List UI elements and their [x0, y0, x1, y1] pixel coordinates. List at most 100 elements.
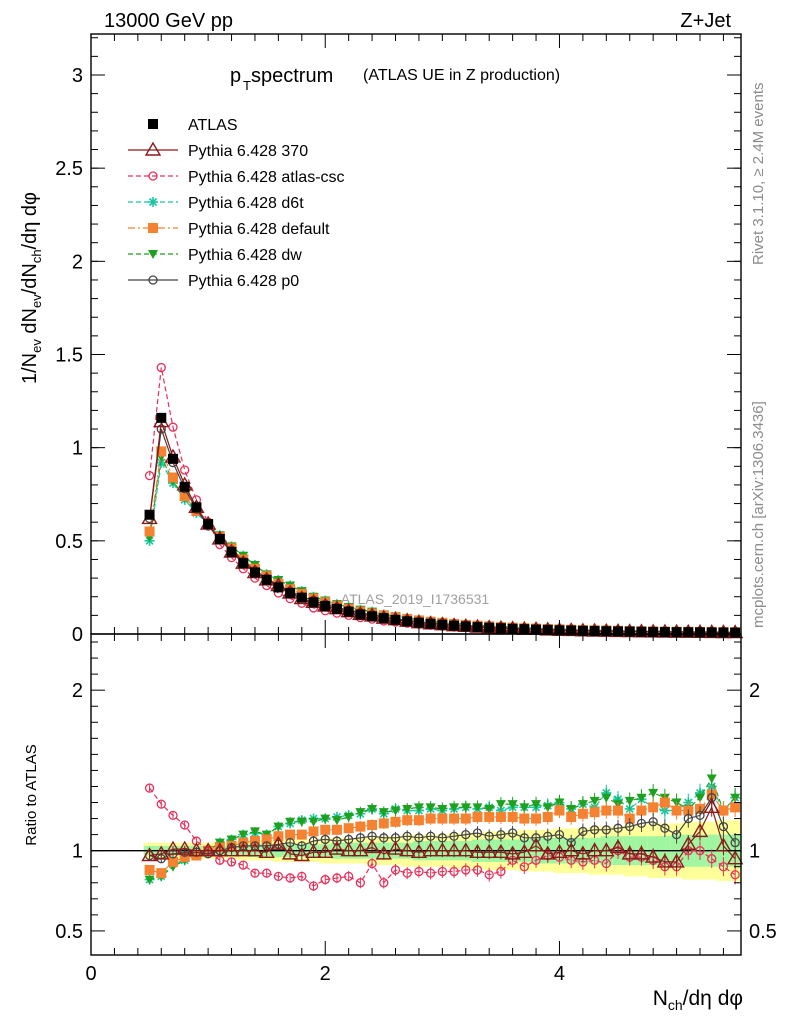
legend-entry-pythia-6-428-p0: Pythia 6.428 p0	[128, 273, 299, 290]
point-pythia-6-428-default	[355, 821, 366, 832]
ratio-frame	[90, 633, 742, 956]
point-atlas	[343, 606, 354, 617]
legend-label: Pythia 6.428 dw	[188, 247, 302, 264]
legend-label: ATLAS	[188, 117, 238, 134]
point-pythia-6-428-dw	[144, 875, 155, 885]
svg-text:p: p	[230, 65, 241, 87]
legend-marker	[144, 141, 162, 156]
point-pythia-6-428-default	[144, 864, 155, 875]
point-pythia-6-428-atlas-csc	[156, 799, 166, 809]
point-pythia-6-428-default	[659, 797, 670, 808]
point-pythia-6-428-default	[472, 811, 483, 822]
point-pythia-6-428-p0	[461, 829, 471, 840]
point-atlas	[296, 592, 307, 603]
point-pythia-6-428-dw	[460, 803, 471, 813]
main-ytick-label: 0	[72, 624, 83, 646]
point-pythia-6-428-370	[387, 840, 404, 855]
point-pythia-6-428-default	[249, 836, 260, 847]
point-pythia-6-428-atlas-csc	[180, 820, 190, 830]
point-pythia-6-428-370	[574, 845, 592, 860]
point-atlas	[495, 623, 506, 634]
point-pythia-6-428-dw	[495, 800, 506, 810]
point-atlas	[308, 597, 319, 608]
main-ytick-label: 1.5	[55, 344, 83, 366]
point-pythia-6-428-370	[726, 850, 744, 865]
point-pythia-6-428-p0	[660, 823, 670, 833]
point-pythia-6-428-default	[179, 852, 190, 863]
point-pythia-6-428-dw	[601, 793, 612, 803]
point-atlas	[589, 626, 600, 637]
point-atlas	[355, 609, 366, 620]
point-pythia-6-428-atlas-csc	[402, 868, 412, 878]
point-pythia-6-428-370	[644, 848, 662, 863]
point-pythia-6-428-default	[589, 807, 600, 818]
main-ytick-label: 3	[72, 65, 83, 87]
point-pythia-6-428-default	[636, 805, 647, 816]
point-pythia-6-428-d6t	[156, 457, 167, 468]
point-atlas	[285, 588, 296, 599]
point-atlas	[659, 627, 670, 638]
legend: ATLAS Pythia 6.428 370 Pythia 6.428 atlas-…	[128, 117, 345, 290]
point-pythia-6-428-370	[363, 839, 381, 854]
legend-marker	[148, 250, 158, 259]
point-atlas	[226, 547, 237, 558]
legend-entry-pythia-6-428-d6t: Pythia 6.428 d6t	[128, 195, 304, 212]
point-pythia-6-428-370	[153, 845, 170, 860]
point-pythia-6-428-dw	[519, 803, 530, 813]
point-pythia-6-428-p0	[414, 833, 424, 843]
point-pythia-6-428-dw	[343, 812, 354, 822]
point-pythia-6-428-atlas-csc	[297, 871, 307, 882]
point-pythia-6-428-p0	[613, 823, 623, 833]
point-pythia-6-428-p0	[543, 831, 553, 841]
ratio-series-group	[141, 769, 744, 891]
point-pythia-6-428-atlas-csc	[355, 878, 366, 888]
point-pythia-6-428-dw	[648, 788, 659, 798]
point-pythia-6-428-370	[223, 842, 240, 857]
point-pythia-6-428-p0	[519, 833, 529, 843]
point-pythia-6-428-370	[211, 842, 229, 857]
point-atlas	[683, 627, 694, 638]
svg-text:1/Nev dNev/dNch/dη dφ: 1/Nev dNev/dNch/dη dφ	[19, 192, 44, 384]
legend-marker	[148, 223, 158, 233]
point-pythia-6-428-atlas-csc	[379, 878, 389, 888]
point-pythia-6-428-dw	[542, 803, 553, 813]
point-pythia-6-428-370	[492, 843, 510, 858]
point-pythia-6-428-370	[199, 842, 217, 857]
point-pythia-6-428-dw	[238, 830, 249, 840]
point-atlas	[331, 603, 342, 614]
point-atlas	[519, 624, 530, 635]
point-pythia-6-428-370	[527, 837, 545, 852]
point-atlas	[191, 502, 202, 513]
point-pythia-6-428-default	[554, 805, 565, 816]
point-atlas	[472, 622, 483, 633]
ratio-ytick-label: 2	[72, 680, 83, 702]
legend-entry-pythia-6-428-370: Pythia 6.428 370	[128, 141, 308, 160]
plot-subtitle: (ATLAS UE in Z production)	[363, 67, 560, 84]
main-ytick-label: 2	[72, 251, 83, 273]
x-axis-label: Nch/dη dφ	[653, 987, 743, 1013]
point-pythia-6-428-p0	[554, 829, 565, 840]
legend-label: Pythia 6.428 d6t	[188, 195, 304, 212]
point-pythia-6-428-370	[445, 842, 463, 857]
point-atlas	[167, 453, 178, 464]
ratio-ytick-label: 0.5	[55, 921, 83, 943]
point-pythia-6-428-atlas-csc	[730, 870, 740, 880]
point-pythia-6-428-370	[164, 840, 182, 855]
point-pythia-6-428-atlas-csc	[344, 871, 354, 882]
point-pythia-6-428-p0	[507, 828, 518, 838]
point-pythia-6-428-p0	[730, 838, 740, 848]
point-pythia-6-428-dw	[577, 800, 588, 810]
point-atlas	[613, 626, 624, 637]
point-pythia-6-428-370	[235, 842, 252, 857]
point-pythia-6-428-default	[285, 829, 296, 840]
point-pythia-6-428-dw	[331, 816, 342, 826]
point-pythia-6-428-dw	[378, 808, 389, 818]
point-atlas	[144, 509, 155, 520]
point-pythia-6-428-default	[507, 811, 518, 822]
point-atlas	[261, 574, 272, 585]
legend-marker	[148, 275, 158, 285]
point-pythia-6-428-370	[609, 839, 627, 854]
point-pythia-6-428-370	[328, 840, 346, 855]
point-pythia-6-428-370	[621, 845, 638, 860]
point-pythia-6-428-370	[586, 842, 603, 857]
